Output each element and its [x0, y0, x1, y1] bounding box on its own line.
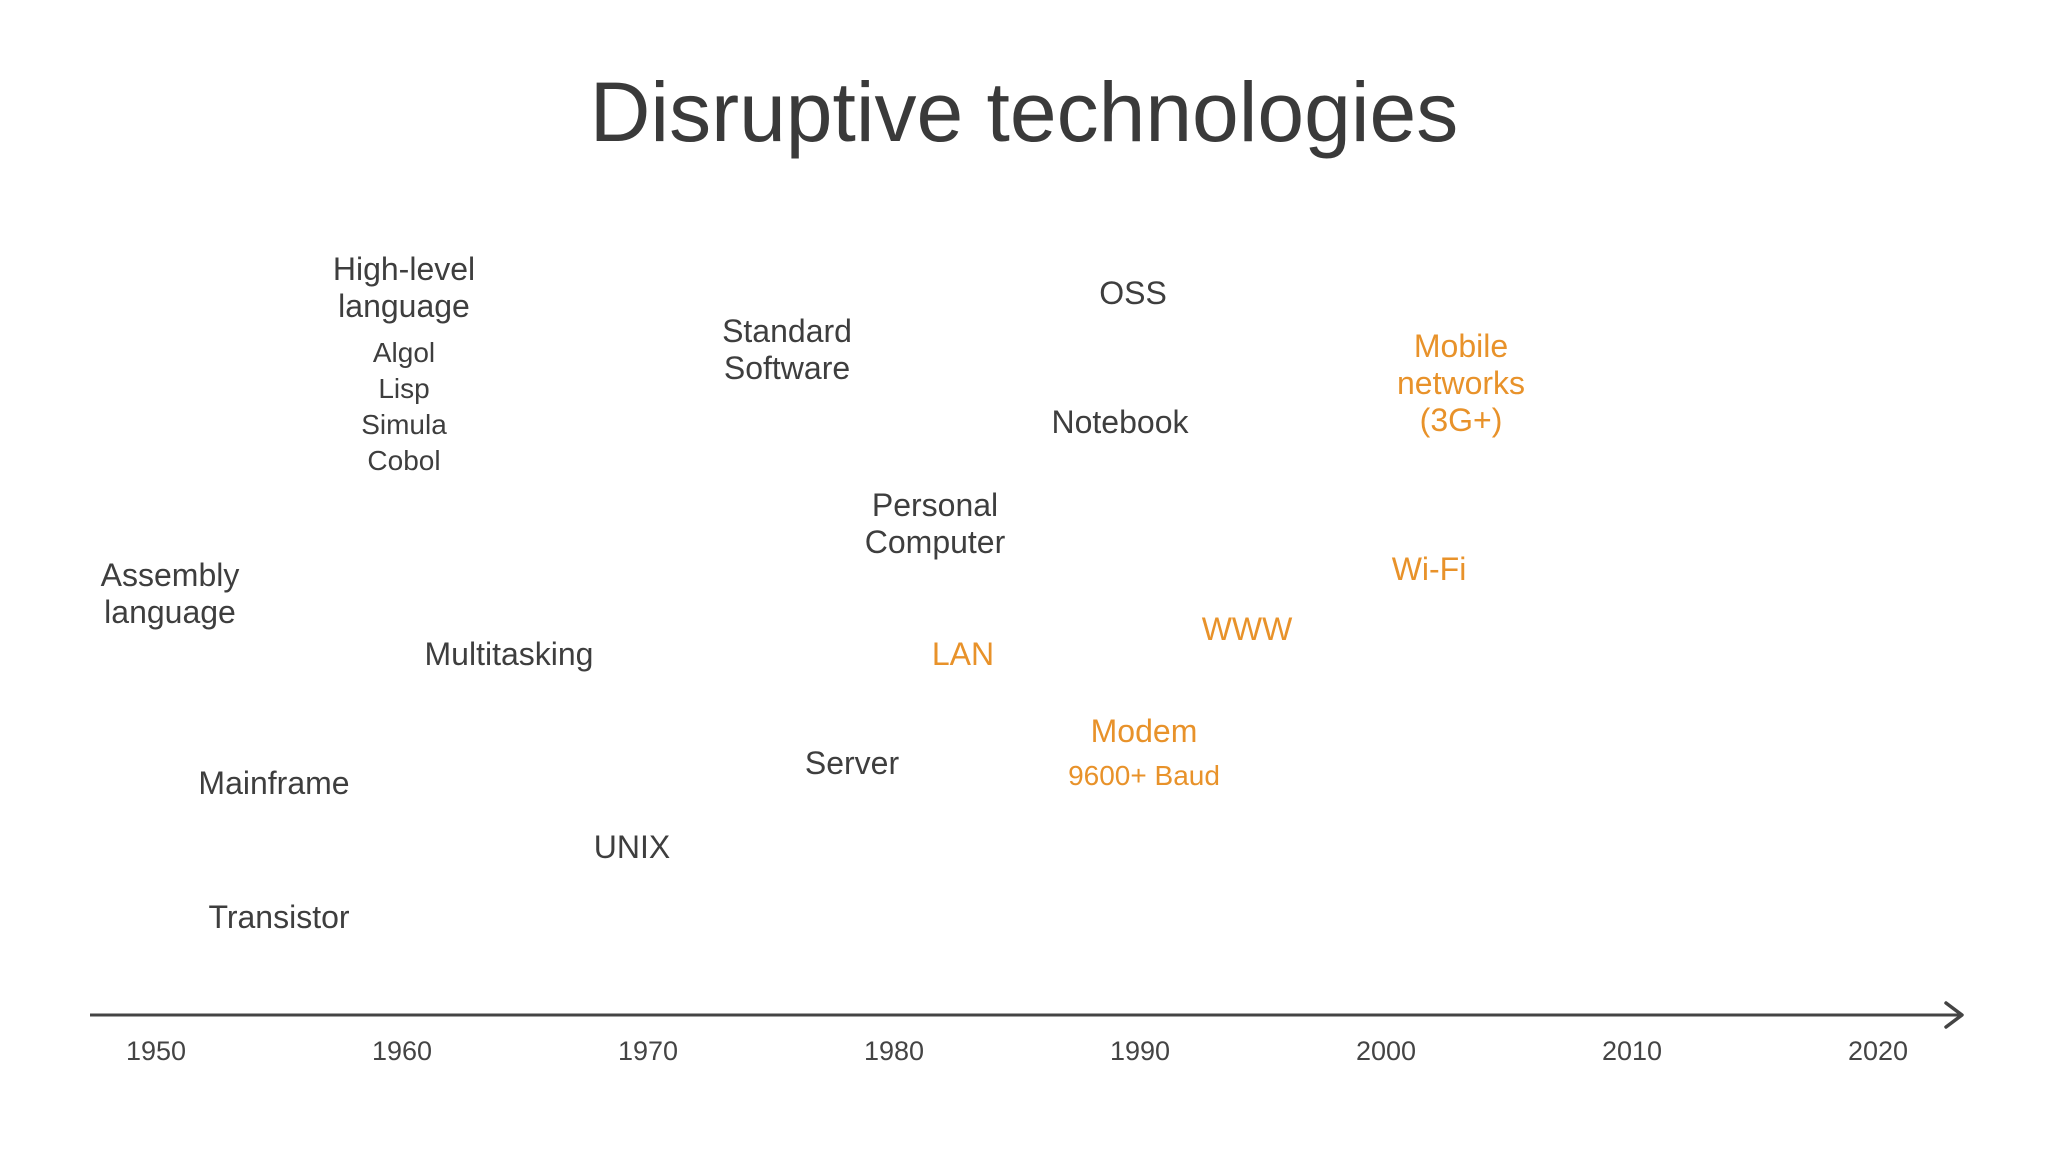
- tick-1960: 1960: [371, 1036, 433, 1066]
- label-line: Computer: [864, 524, 1006, 560]
- sublabel-lisp: Lisp: [378, 373, 430, 404]
- label-line: language: [104, 594, 236, 630]
- label-wi-fi: Wi-Fi: [1329, 551, 1529, 588]
- label-line: Mobile: [1413, 328, 1509, 364]
- label-line: Server: [804, 745, 900, 781]
- label-line: Standard: [722, 313, 852, 349]
- label-assembly-language: Assembly language: [70, 557, 270, 631]
- label-line: networks: [1396, 365, 1526, 401]
- label-line: UNIX: [593, 829, 671, 865]
- label-mainframe: Mainframe: [174, 765, 374, 802]
- label-personal-computer: Personal Computer: [835, 487, 1035, 561]
- label-line: Software: [723, 350, 851, 386]
- label-line: (3G+): [1419, 402, 1503, 438]
- sublabel-baud: 9600+ Baud: [1068, 760, 1220, 791]
- label-standard-software: Standard Software: [687, 313, 887, 387]
- label-unix: UNIX: [532, 829, 732, 866]
- label-oss: OSS: [1033, 275, 1233, 312]
- tick-1950: 1950: [125, 1036, 187, 1066]
- label-line: OSS: [1099, 275, 1167, 311]
- label-line: Modem: [1090, 713, 1198, 749]
- label-multitasking: Multitasking: [409, 636, 609, 673]
- label-line: Transistor: [208, 899, 350, 935]
- label-high-level-language: High-level language Algol Lisp Simula Co…: [304, 251, 504, 479]
- page-title: Disruptive technologies: [589, 65, 1459, 159]
- tick-1990: 1990: [1109, 1036, 1171, 1066]
- label-modem: Modem 9600+ Baud: [1044, 713, 1244, 794]
- label-www: WWW: [1147, 611, 1347, 648]
- label-line: LAN: [931, 636, 995, 672]
- label-line: WWW: [1201, 611, 1293, 647]
- label-line: Assembly: [100, 557, 240, 593]
- sublabel-algol: Algol: [372, 337, 436, 368]
- label-line: language: [338, 288, 470, 324]
- label-transistor: Transistor: [179, 899, 379, 936]
- label-server: Server: [752, 745, 952, 782]
- label-line: Wi-Fi: [1391, 551, 1467, 587]
- tick-2010: 2010: [1601, 1036, 1663, 1066]
- label-line: Personal: [871, 487, 999, 523]
- tick-2020: 2020: [1847, 1036, 1909, 1066]
- label-notebook: Notebook: [1020, 404, 1220, 441]
- label-line: Multitasking: [424, 636, 594, 672]
- tick-1970: 1970: [617, 1036, 679, 1066]
- arrow-right-icon: [1944, 1001, 1964, 1029]
- sublabel-simula: Simula: [361, 409, 447, 440]
- sublabel-cobol: Cobol: [367, 445, 441, 476]
- label-line: Mainframe: [198, 765, 350, 801]
- tick-1980: 1980: [863, 1036, 925, 1066]
- label-mobile-networks: Mobile networks (3G+): [1361, 328, 1561, 439]
- tick-2000: 2000: [1355, 1036, 1417, 1066]
- label-line: Notebook: [1051, 404, 1189, 440]
- label-line: High-level: [332, 251, 476, 287]
- label-lan: LAN: [863, 636, 1063, 673]
